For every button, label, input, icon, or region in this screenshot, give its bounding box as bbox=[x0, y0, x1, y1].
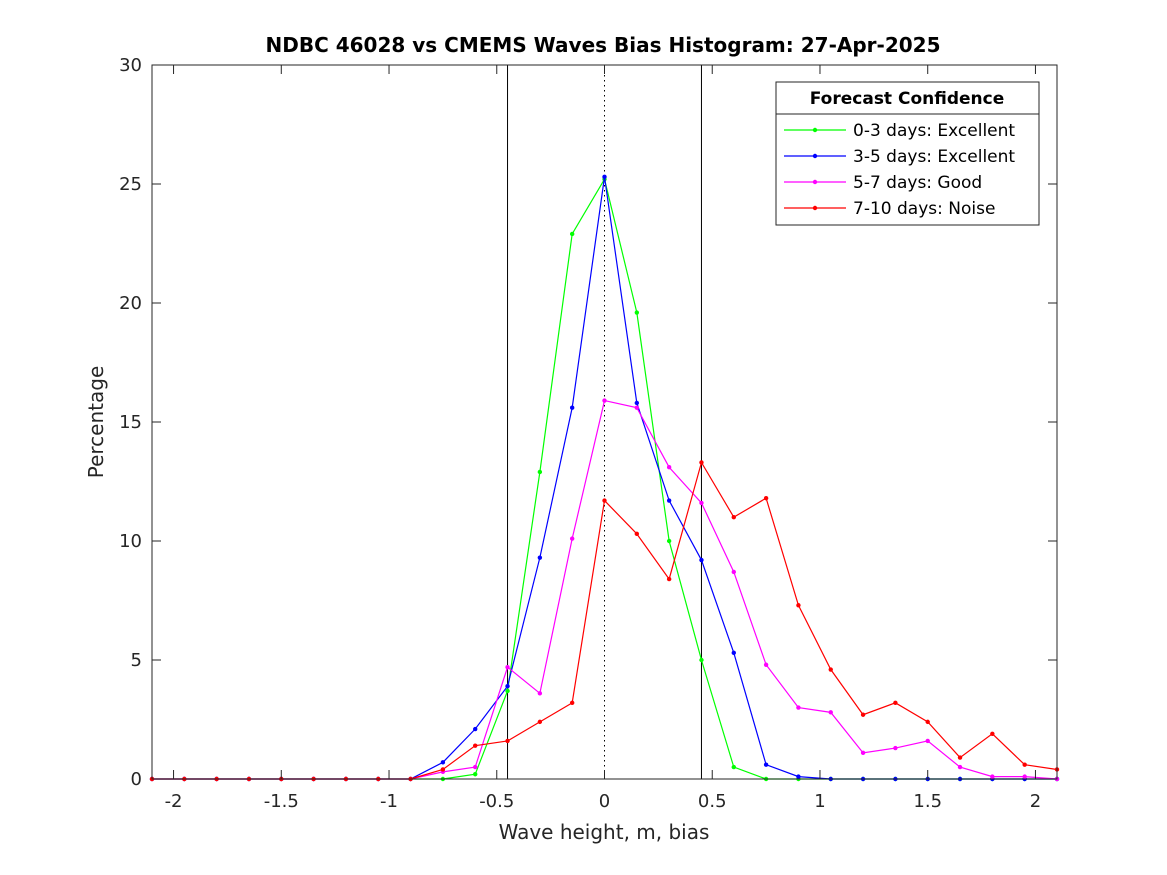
data-point bbox=[537, 719, 543, 725]
legend-item: 5-7 days: Good bbox=[784, 173, 982, 193]
data-point bbox=[569, 231, 575, 237]
x-axis: -2 -1.5 -1 -0.5 0 0.5 1 1.5 2 bbox=[165, 65, 1041, 812]
data-point bbox=[796, 705, 801, 710]
data-point bbox=[537, 555, 543, 560]
data-point bbox=[473, 743, 478, 748]
data-point bbox=[634, 405, 640, 410]
data-point bbox=[699, 460, 704, 465]
y-tick-label: 5 bbox=[131, 650, 142, 671]
data-point bbox=[666, 465, 672, 470]
legend-marker bbox=[812, 205, 818, 211]
data-point bbox=[699, 657, 704, 663]
data-point bbox=[537, 691, 543, 696]
data-point bbox=[990, 731, 995, 736]
data-point bbox=[860, 712, 866, 717]
data-point bbox=[602, 498, 607, 503]
legend-title: Forecast Confidence bbox=[810, 89, 1005, 109]
data-point bbox=[893, 745, 898, 751]
y-tick-label: 30 bbox=[119, 55, 142, 76]
y-tick-label: 0 bbox=[131, 769, 142, 790]
data-point bbox=[957, 755, 963, 760]
data-point bbox=[473, 726, 478, 732]
data-point bbox=[666, 538, 672, 544]
data-point bbox=[957, 764, 963, 770]
data-point bbox=[473, 764, 478, 770]
chart-title: NDBC 46028 vs CMEMS Waves Bias Histogram… bbox=[266, 33, 941, 57]
x-tick-label: -0.5 bbox=[479, 791, 514, 812]
data-point bbox=[699, 557, 704, 563]
data-point bbox=[440, 760, 446, 765]
legend-item: 7-10 days: Noise bbox=[784, 199, 995, 219]
data-point bbox=[537, 469, 543, 475]
legend: Forecast Confidence 0-3 days: Excellent 3… bbox=[775, 81, 1040, 226]
data-point bbox=[634, 400, 640, 406]
data-point bbox=[634, 531, 640, 537]
x-tick-label: 0.5 bbox=[698, 791, 727, 812]
legend-label: 5-7 days: Good bbox=[853, 173, 982, 193]
x-tick-label: -2 bbox=[165, 791, 183, 812]
legend-label: 7-10 days: Noise bbox=[853, 199, 995, 219]
data-point bbox=[731, 650, 736, 656]
legend-marker bbox=[812, 127, 818, 133]
data-point bbox=[666, 576, 672, 582]
data-point bbox=[634, 310, 640, 315]
legend-label: 0-3 days: Excellent bbox=[853, 121, 1015, 141]
data-point bbox=[860, 750, 866, 756]
data-point bbox=[699, 500, 704, 506]
legend-marker bbox=[812, 179, 818, 185]
data-point bbox=[763, 762, 769, 767]
data-point bbox=[731, 515, 736, 520]
y-tick-label: 15 bbox=[119, 412, 142, 433]
data-point bbox=[763, 495, 769, 501]
data-point bbox=[505, 688, 510, 694]
y-tick-label: 10 bbox=[119, 531, 142, 552]
data-point bbox=[828, 667, 833, 672]
data-point bbox=[796, 774, 801, 779]
data-point bbox=[569, 700, 575, 706]
x-tick-label: -1.5 bbox=[264, 791, 299, 812]
data-point bbox=[569, 405, 575, 410]
data-point bbox=[925, 719, 930, 725]
data-point bbox=[569, 536, 575, 541]
data-point bbox=[990, 774, 995, 779]
data-point bbox=[731, 764, 736, 770]
data-point bbox=[893, 700, 898, 706]
data-point bbox=[763, 662, 769, 667]
data-point bbox=[925, 738, 930, 744]
legend-label: 3-5 days: Excellent bbox=[853, 147, 1015, 167]
x-axis-label: Wave height, m, bias bbox=[499, 820, 710, 844]
data-point bbox=[505, 664, 510, 670]
x-tick-label: 2 bbox=[1030, 791, 1041, 812]
data-point bbox=[505, 683, 510, 689]
data-point bbox=[505, 738, 510, 744]
data-point bbox=[796, 603, 801, 608]
y-tick-label: 25 bbox=[119, 174, 142, 195]
data-point bbox=[602, 174, 607, 180]
data-point bbox=[473, 772, 478, 777]
x-tick-label: -1 bbox=[380, 791, 398, 812]
data-point bbox=[731, 569, 736, 575]
data-point bbox=[828, 710, 833, 715]
legend-item: 0-3 days: Excellent bbox=[784, 121, 1015, 141]
y-axis-label: Percentage bbox=[84, 366, 108, 479]
data-point bbox=[602, 398, 607, 403]
y-axis: 0 5 10 15 20 25 30 bbox=[119, 55, 1057, 790]
x-tick-label: 1.5 bbox=[913, 791, 942, 812]
data-point bbox=[440, 767, 446, 772]
data-point bbox=[1022, 774, 1027, 779]
x-tick-label: 1 bbox=[814, 791, 825, 812]
data-point bbox=[1022, 762, 1027, 767]
legend-item: 3-5 days: Excellent bbox=[784, 147, 1015, 167]
data-point bbox=[666, 498, 672, 503]
y-tick-label: 20 bbox=[119, 293, 142, 314]
legend-box bbox=[775, 81, 1040, 226]
legend-marker bbox=[812, 153, 818, 159]
x-tick-label: 0 bbox=[599, 791, 610, 812]
